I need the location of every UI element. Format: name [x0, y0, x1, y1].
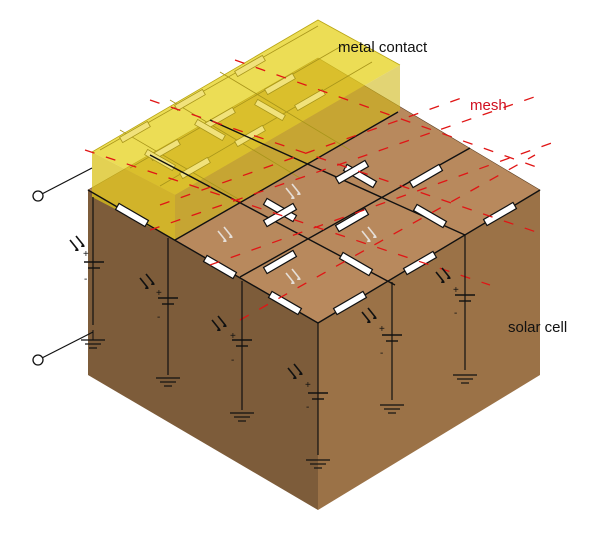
diode-4: [287, 363, 331, 469]
svg-text:-: -: [157, 312, 160, 323]
svg-text:+: +: [305, 380, 311, 391]
svg-text:+: +: [379, 324, 385, 335]
svg-text:-: -: [306, 402, 309, 413]
label-metal-contact: metal contact: [338, 39, 428, 56]
cell-right-face: [318, 190, 540, 510]
svg-text:+: +: [453, 285, 459, 296]
diode-3: [211, 315, 255, 422]
svg-text:-: -: [84, 274, 87, 285]
terminal-top: [32, 167, 93, 202]
diode-6: [435, 267, 478, 384]
cell-left-face: [88, 190, 318, 510]
diode-1: [69, 235, 106, 349]
polarity-marks: + - + - + - + - + - + -: [83, 249, 459, 413]
terminal-bottom: [32, 331, 94, 366]
diode-2: [139, 273, 181, 387]
svg-text:+: +: [83, 249, 89, 260]
svg-text:+: +: [156, 288, 162, 299]
diode-5: [361, 307, 405, 414]
svg-text:+: +: [230, 331, 236, 342]
top-resistors: [114, 159, 518, 316]
svg-text:-: -: [231, 355, 234, 366]
label-solar-cell: solar cell: [508, 319, 567, 336]
label-mesh: mesh: [470, 97, 507, 114]
contact-resistor-mesh: [99, 25, 373, 201]
svg-text:-: -: [454, 308, 457, 319]
mesh-dashed-lines: [84, 59, 561, 321]
svg-text:-: -: [380, 348, 383, 359]
